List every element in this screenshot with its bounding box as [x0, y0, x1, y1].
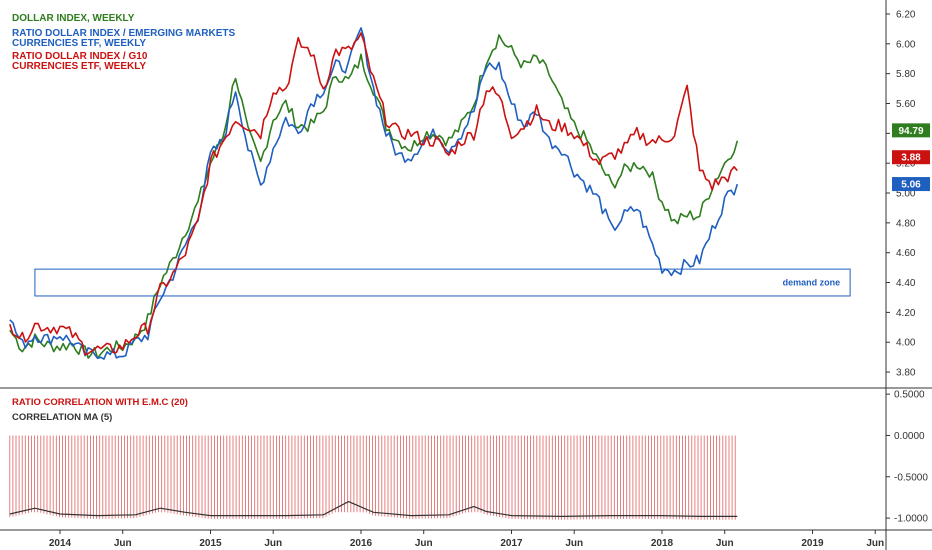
- x-tick-label: 2014: [49, 538, 72, 549]
- ind-tick-label: -0.5000: [894, 472, 928, 483]
- y-tick-label: 4.60: [896, 248, 916, 259]
- last-value-label-emc: 5.06: [901, 180, 921, 191]
- indicator-ma-title: CORRELATION MA (5): [12, 412, 113, 423]
- series-line-g10: [9, 32, 738, 356]
- demand-zone-label: demand zone: [783, 278, 841, 288]
- demand-zone-box: [34, 268, 851, 297]
- legend-dollar: DOLLAR INDEX, WEEKLY: [12, 13, 135, 24]
- last-value-label-g10: 3.88: [901, 153, 921, 164]
- demand-zone: demand zone: [34, 268, 851, 297]
- indicator-title: RATIO CORRELATION WITH E.M.C (20): [12, 397, 188, 408]
- x-tick-label: Jun: [716, 538, 734, 549]
- correlation-ma-line: [9, 500, 738, 518]
- last-value-badge-dollar: [892, 123, 930, 138]
- x-tick-label: 2019: [801, 538, 824, 549]
- x-tick-label: 2016: [350, 538, 373, 549]
- y-tick-label: 5.00: [896, 189, 916, 200]
- y-tick-label: 4.80: [896, 218, 916, 229]
- x-tick-label: Jun: [264, 538, 282, 549]
- series-line-emc: [9, 27, 739, 360]
- y-tick-label: 5.60: [896, 99, 916, 110]
- last-value-badge-emc: [892, 177, 930, 192]
- last-value-label-dollar: 94.79: [898, 126, 923, 137]
- correlation-indicator: [9, 435, 738, 520]
- ind-tick-label: 0.0000: [894, 431, 925, 442]
- x-tick-label: 2017: [500, 538, 523, 549]
- x-tick-label: Jun: [565, 538, 583, 549]
- main-price-lines: [9, 27, 739, 360]
- legend-g10-line2: CURRENCIES ETF, WEEKLY: [12, 61, 147, 72]
- last-value-badge-g10: [892, 150, 930, 165]
- x-tick-label: 2015: [199, 538, 222, 549]
- x-tick-label: 2018: [651, 538, 674, 549]
- x-tick-label: Jun: [866, 538, 884, 549]
- series-line-dollar: [9, 34, 739, 360]
- y-tick-label: 3.80: [896, 368, 916, 379]
- ind-tick-label: -1.0000: [894, 514, 928, 525]
- legend: DOLLAR INDEX, WEEKLY RATIO DOLLAR INDEX …: [12, 14, 235, 72]
- y-tick-label: 6.20: [896, 9, 916, 20]
- legend-emc-line2: CURRENCIES ETF, WEEKLY: [12, 38, 147, 49]
- x-tick-label: Jun: [114, 538, 132, 549]
- y-tick-label: 4.40: [896, 278, 916, 289]
- x-tick-label: Jun: [415, 538, 433, 549]
- legend-emc-line1: RATIO DOLLAR INDEX / EMERGING MARKETS: [12, 28, 236, 39]
- y-tick-label: 6.00: [896, 39, 916, 50]
- y-tick-label: 5.80: [896, 69, 916, 80]
- legend-g10-line1: RATIO DOLLAR INDEX / G10: [12, 51, 148, 62]
- ind-tick-label: 0.5000: [894, 390, 925, 401]
- y-tick-label: 4.20: [896, 308, 916, 319]
- y-tick-label: 4.00: [896, 338, 916, 349]
